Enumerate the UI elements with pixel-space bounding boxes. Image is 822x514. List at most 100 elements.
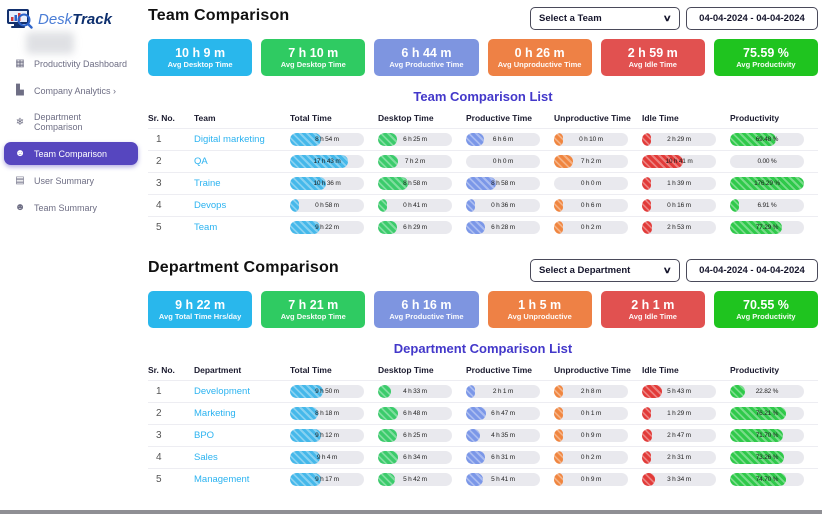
pill-fill (730, 133, 776, 146)
pill-value: 2 h 53 m (667, 224, 691, 231)
desktop-time-cell: 4 h 33 m (378, 385, 466, 398)
pill-value: 0 h 41 m (403, 202, 427, 209)
pill-value: 76.21 % (755, 410, 779, 417)
pill-fill (642, 473, 655, 486)
pill-value: 6 h 6 m (492, 136, 514, 143)
productive-time-cell: 6 h 28 m (466, 221, 554, 234)
idle-time-pill: 2 h 53 m (642, 221, 716, 234)
team-date-range-input[interactable]: 04-04-2024 - 04-04-2024 (686, 7, 818, 30)
table-header-row: Sr. No. Team Total Time Desktop Time Product… (148, 106, 818, 128)
row-name-link[interactable]: Development (194, 386, 250, 397)
productive-time-cell: 8 h 58 m (466, 177, 554, 190)
total-time-cell: 9 h 50 m (290, 385, 378, 398)
row-name-link[interactable]: QA (194, 156, 208, 167)
idle-time-cell: 2 h 53 m (642, 221, 730, 234)
productivity-cell: 22.82 % (730, 385, 818, 398)
productive-time-pill: 8 h 58 m (466, 177, 540, 190)
row-name-link[interactable]: Digital marketing (194, 134, 265, 145)
row-name-link[interactable]: Devops (194, 200, 227, 211)
summary-card-avg-desktop-time: 7 h 10 m Avg Desktop Time (261, 39, 366, 76)
card-value: 2 h 59 m (627, 46, 678, 60)
pill-fill (378, 221, 398, 234)
total-time-cell: 9 h 4 m (290, 451, 378, 464)
row-name-link[interactable]: Management (194, 474, 250, 485)
row-number: 4 (156, 452, 162, 463)
pill-value: 5 h 41 m (491, 476, 515, 483)
team-list-title: Team Comparison List (413, 89, 553, 104)
pill-fill (554, 451, 563, 464)
row-name-link[interactable]: Sales (194, 452, 218, 463)
card-label: Avg Desktop Time (280, 60, 346, 69)
row-name-link[interactable]: Team (194, 222, 218, 233)
pill-value: 0 h 9 m (580, 476, 602, 483)
card-label: Avg Productivity (736, 60, 796, 69)
pill-value: 2 h 1 m (492, 388, 514, 395)
desktop-time-cell: 6 h 48 m (378, 407, 466, 420)
total-time-cell: 0 h 58 m (290, 199, 378, 212)
sidebar-item-team-summary[interactable]: ☻ Team Summary (4, 196, 138, 219)
unproductive-time-pill: 0 h 0 m (554, 177, 628, 190)
unproductive-time-cell: 0 h 9 m (554, 473, 642, 486)
sidebar-item-team-comparison[interactable]: ☻ Team Comparison (4, 142, 138, 165)
pill-fill (554, 473, 563, 486)
pill-value: 6 h 25 m (403, 136, 427, 143)
pill-value: 176.29 % (754, 180, 780, 187)
pill-fill (378, 407, 398, 420)
sidebar-item-user-summary[interactable]: ▤ User Summary (4, 169, 138, 192)
productive-time-cell: 0 h 36 m (466, 199, 554, 212)
sidebar-nav: ▦ Productivity Dashboard ▙ Company Analytic… (0, 52, 142, 219)
total-time-pill: 8 h 54 m (290, 133, 364, 146)
analytics-chart-icon: ▙ (16, 85, 24, 96)
department-comparison-table: Sr. No. Department Total Time Desktop Time P… (148, 358, 818, 490)
sidebar-item-company-analytics[interactable]: ▙ Company Analytics › (4, 79, 138, 102)
card-value: 7 h 10 m (288, 46, 339, 60)
pill-value: 7 h 2 m (580, 158, 602, 165)
productive-time-cell: 4 h 35 m (466, 429, 554, 442)
unproductive-time-pill: 0 h 9 m (554, 429, 628, 442)
pill-fill (642, 221, 653, 234)
pill-fill (466, 407, 486, 420)
productivity-pill: 77.29 % (730, 221, 804, 234)
productive-time-pill: 6 h 31 m (466, 451, 540, 464)
card-value: 9 h 22 m (175, 298, 226, 312)
pill-fill (730, 385, 745, 398)
productivity-cell: 69.48 % (730, 133, 818, 146)
idle-time-cell: 5 h 43 m (642, 385, 730, 398)
pill-value: 8 h 18 m (315, 410, 339, 417)
desktrack-logo[interactable]: DeskTrack (0, 0, 142, 35)
unproductive-time-cell: 7 h 2 m (554, 155, 642, 168)
pill-fill (290, 199, 299, 212)
row-name-link[interactable]: Marketing (194, 408, 236, 419)
row-name-link[interactable]: BPO (194, 430, 215, 441)
total-time-pill: 9 h 50 m (290, 385, 364, 398)
column-header-sr-no: Sr. No. (148, 113, 175, 123)
pill-fill (290, 451, 321, 464)
pill-fill (554, 199, 563, 212)
department-select-dropdown[interactable]: Select a Department ∨ (530, 259, 680, 282)
team-select-dropdown[interactable]: Select a Team ∨ (530, 7, 680, 30)
chevron-down-icon: ∨ (663, 265, 673, 275)
summary-card-avg-desktop-time: 10 h 9 m Avg Desktop Time (148, 39, 253, 76)
pill-fill (290, 155, 348, 168)
department-date-range-input[interactable]: 04-04-2024 - 04-04-2024 (686, 259, 818, 282)
pill-fill (642, 407, 651, 420)
row-name-link[interactable]: Traine (194, 178, 221, 189)
sidebar-item-label: Department Comparison (34, 112, 83, 132)
pill-fill (466, 199, 475, 212)
idle-time-pill: 0 h 16 m (642, 199, 716, 212)
sidebar-item-productivity-dashboard[interactable]: ▦ Productivity Dashboard (4, 52, 138, 75)
table-row: 4 Devops 0 h 58 m 0 h 41 m 0 h 36 m 0 h 6 m 0 … (148, 194, 818, 216)
sidebar-item-department-comparison[interactable]: ❄ Department Comparison (4, 106, 138, 138)
productive-time-cell: 6 h 31 m (466, 451, 554, 464)
pill-value: 0 h 6 m (580, 202, 602, 209)
pill-fill (290, 221, 320, 234)
desktop-time-cell: 5 h 42 m (378, 473, 466, 486)
window-bottom-edge (0, 510, 822, 514)
pill-value: 0 h 2 m (580, 224, 602, 231)
pill-fill (642, 177, 651, 190)
row-number: 3 (156, 430, 162, 441)
row-number: 1 (156, 134, 162, 145)
unproductive-time-pill: 0 h 6 m (554, 199, 628, 212)
pill-value: 4 h 33 m (403, 388, 427, 395)
card-label: Avg Productivity (736, 312, 796, 321)
